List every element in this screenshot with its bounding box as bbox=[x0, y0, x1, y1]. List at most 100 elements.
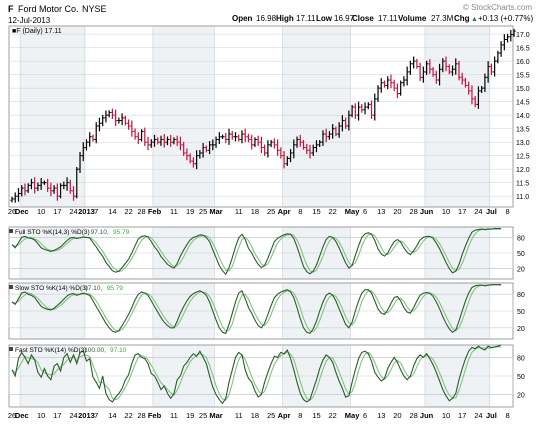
price-bar bbox=[139, 129, 144, 142]
price-bar bbox=[253, 137, 257, 148]
price-bar bbox=[120, 113, 124, 126]
price-bar bbox=[81, 142, 85, 162]
price-bar bbox=[334, 126, 338, 137]
x-tick-label: 17 bbox=[458, 207, 466, 216]
price-bar bbox=[350, 104, 354, 118]
price-bar bbox=[233, 132, 238, 142]
price-tick-label: 15.5 bbox=[516, 73, 530, 80]
fast-sto-d-value: 97.10 bbox=[110, 347, 127, 354]
chart-date: 12-Jul-2013 bbox=[8, 16, 51, 25]
ticker-symbol: F bbox=[8, 4, 14, 14]
x-tick-label: 20 bbox=[393, 207, 401, 216]
price-bar bbox=[460, 72, 464, 85]
price-bar bbox=[305, 143, 309, 155]
price-bar bbox=[201, 142, 205, 158]
price-bar bbox=[13, 192, 17, 203]
full-sto-k-line bbox=[11, 227, 502, 276]
price-tick-label: 12.5 bbox=[516, 154, 530, 161]
price-bar bbox=[224, 132, 228, 144]
price-bar bbox=[493, 56, 497, 77]
price-bar bbox=[395, 83, 400, 99]
bottom-x-tick-label: 8 bbox=[505, 411, 509, 420]
x-tick-label: 11 bbox=[235, 207, 243, 216]
price-bar bbox=[444, 56, 448, 72]
price-bar bbox=[185, 148, 189, 161]
price-tick-label: 17.0 bbox=[516, 32, 530, 39]
company-name: Ford Motor Co. bbox=[18, 4, 79, 14]
slow-sto-tick-label: 20 bbox=[517, 326, 525, 333]
x-tick-label: Feb bbox=[148, 207, 162, 216]
price-bar bbox=[243, 128, 247, 143]
price-bar bbox=[314, 140, 319, 153]
fast-sto-tick-label: 80 bbox=[517, 355, 525, 362]
price-bar bbox=[88, 132, 92, 147]
x-tick-label: Jul bbox=[486, 207, 497, 216]
full-sto-tick-label: 20 bbox=[517, 267, 525, 274]
price-bar bbox=[399, 80, 403, 96]
full-sto-d-line bbox=[11, 228, 502, 273]
price-bar bbox=[29, 178, 34, 190]
price-tick-label: 13.5 bbox=[516, 127, 530, 134]
price-bar bbox=[295, 136, 299, 148]
slow-sto-d-line bbox=[11, 284, 502, 333]
watermark: © StockCharts.com bbox=[463, 3, 532, 12]
bottom-x-tick-label: Jun bbox=[420, 411, 434, 420]
bottom-x-tick-label: 20 bbox=[393, 411, 401, 420]
price-bar bbox=[256, 135, 260, 146]
bottom-x-tick-label: 17 bbox=[53, 411, 61, 420]
exchange-name: NYSE bbox=[82, 4, 107, 14]
x-tick-label: 7 bbox=[94, 207, 98, 216]
slow-sto-tick-label: 80 bbox=[517, 292, 525, 299]
bottom-x-tick-label: 15 bbox=[312, 411, 320, 420]
price-bar bbox=[159, 135, 163, 146]
price-tick-label: 16.5 bbox=[516, 46, 530, 53]
price-bar bbox=[486, 61, 490, 83]
price-bar bbox=[344, 117, 348, 129]
price-bar bbox=[467, 81, 471, 95]
bottom-x-tick-label: 25 bbox=[199, 411, 207, 420]
price-bar bbox=[386, 76, 390, 90]
low-label: Low bbox=[316, 14, 333, 23]
price-bar bbox=[33, 177, 37, 194]
price-bar bbox=[84, 139, 89, 151]
price-bar bbox=[191, 157, 195, 168]
price-bar bbox=[470, 85, 474, 105]
x-tick-label: 8 bbox=[298, 207, 302, 216]
x-tick-label: May bbox=[345, 207, 360, 216]
price-bar bbox=[182, 141, 186, 156]
price-bar bbox=[373, 93, 377, 121]
price-bar bbox=[441, 58, 445, 73]
full-sto-tick-label: 50 bbox=[517, 251, 525, 258]
price-bar bbox=[496, 50, 500, 64]
price-bar bbox=[376, 85, 380, 102]
price-bar bbox=[149, 139, 153, 148]
slow-sto-legend: Slow STO %K(14) %D(3)97.10, 95.79 bbox=[9, 285, 123, 292]
x-tick-label: 24 bbox=[69, 207, 77, 216]
price-bar bbox=[431, 67, 435, 77]
price-bar bbox=[318, 140, 322, 148]
month-shade bbox=[20, 26, 85, 207]
x-tick-label: 24 bbox=[474, 207, 482, 216]
price-bar bbox=[285, 156, 289, 166]
price-bar bbox=[321, 130, 325, 146]
price-bar bbox=[331, 124, 335, 139]
price-bar bbox=[75, 167, 79, 199]
price-bar bbox=[42, 180, 46, 185]
x-tick-label: 15 bbox=[312, 207, 320, 216]
x-tick-label: 17 bbox=[53, 207, 61, 216]
slow-sto-k-value: 97.10, bbox=[84, 285, 102, 292]
price-bar bbox=[68, 179, 72, 194]
x-tick-label: 14 bbox=[108, 207, 116, 216]
price-bar bbox=[276, 139, 280, 156]
price-bar bbox=[379, 78, 383, 93]
price-bar bbox=[71, 186, 76, 201]
price-bar bbox=[489, 63, 493, 75]
change-up-icon: ▲ bbox=[471, 16, 478, 23]
price-bar bbox=[447, 64, 451, 75]
x-tick-label: 2013 bbox=[78, 207, 95, 216]
fast-sto-tick-label: 20 bbox=[517, 393, 525, 400]
month-shade bbox=[152, 26, 215, 207]
price-bar bbox=[16, 188, 21, 202]
price-bar bbox=[127, 119, 131, 130]
